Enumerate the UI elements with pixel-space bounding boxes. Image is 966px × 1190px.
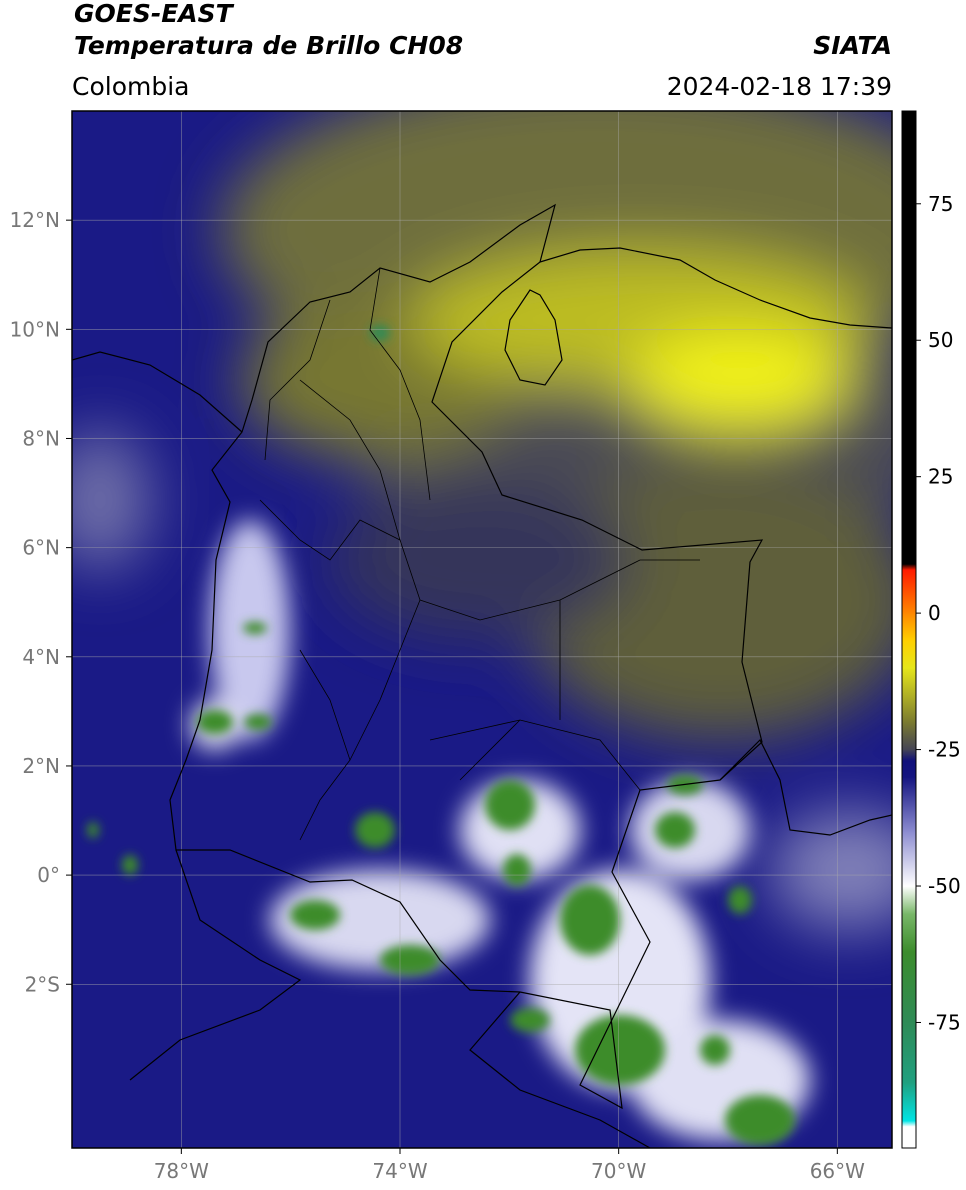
colorbar-segment (902, 613, 916, 641)
lat-tick-label: 0° (37, 863, 60, 887)
colorbar-segment (902, 760, 916, 778)
lake-maracaibo (504, 289, 563, 386)
datetime: 2024-02-18 17:39 (667, 72, 892, 101)
colorbar-segment (902, 776, 916, 832)
colorbar-segment (902, 722, 916, 751)
lat-tick-label: 6°N (22, 536, 60, 560)
venezuela-coast (539, 247, 892, 329)
colorbar-tick-label: 0 (928, 601, 941, 625)
colorbar-tick-label: -25 (928, 738, 961, 762)
subtitle: Temperatura de Brillo CH08 (74, 31, 463, 60)
colorbar-tick-label: -75 (928, 1010, 961, 1034)
lat-tick-label: 8°N (22, 426, 60, 450)
colorbar-frame (901, 110, 917, 1149)
region: Colombia (72, 72, 189, 101)
colorbar-segment (902, 111, 916, 565)
peru-brazil-border (469, 991, 651, 1148)
lon-tick-label: 74°W (372, 1159, 427, 1183)
lon-tick-label: 78°W (154, 1159, 209, 1183)
colorbar-segment (902, 749, 916, 761)
lon-tick-label: 70°W (591, 1159, 646, 1183)
satellite-image (72, 111, 892, 1148)
lat-tick-label: 2°N (22, 754, 60, 778)
map-frame (71, 110, 893, 1149)
colorbar-segment (902, 886, 916, 914)
source: SIATA (813, 31, 892, 60)
colorbar-tick-label: 50 (928, 328, 953, 352)
colorbar-tick-label: 75 (928, 192, 953, 216)
title: GOES-EAST (74, 0, 235, 28)
lat-tick-label: 2°S (25, 972, 60, 996)
graticule (72, 111, 892, 1148)
colombia-border (169, 203, 764, 1110)
colorbar-tick-label: 25 (928, 465, 953, 489)
lat-tick-label: 12°N (10, 208, 60, 232)
colorbar-segment (902, 1082, 916, 1122)
colorbar-segment (902, 951, 916, 1023)
borders (72, 203, 892, 1148)
colorbar-segment (902, 564, 916, 570)
colorbar-tick-label: -50 (928, 874, 961, 898)
axis-ticks: 78°W 74°W 70°W 66°W 12°N 10°N 8°N 6°N 4°N 2°N 0° 2°… (10, 208, 866, 1183)
colorbar-segment (902, 569, 916, 614)
colorbar-segment (902, 913, 916, 953)
colorbar-segment (902, 1120, 916, 1127)
venezuela-brazil-border (719, 738, 892, 836)
lat-tick-label: 10°N (10, 317, 60, 341)
colorbar-segment (902, 1022, 916, 1084)
colorbar: 75 50 25 0 -25 -50 -75 (901, 110, 961, 1149)
colorbar-segment (902, 1126, 916, 1149)
colorbar-segment (902, 667, 916, 723)
internal-divisions (259, 267, 700, 841)
panama-coast (72, 351, 243, 433)
lon-tick-label: 66°W (810, 1159, 865, 1183)
ecuador-peru-coast (129, 849, 302, 1081)
lat-tick-label: 4°N (22, 645, 60, 669)
colorbar-segment (902, 640, 916, 669)
colorbar-segment (902, 831, 916, 887)
